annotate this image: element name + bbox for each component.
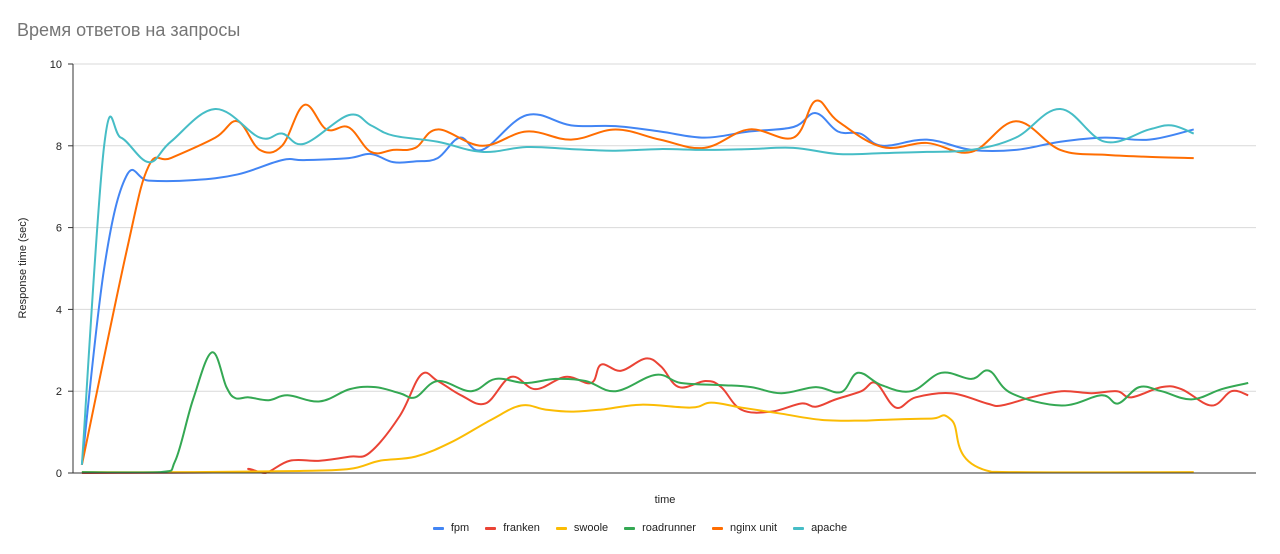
legend-item-franken[interactable]: franken [485, 522, 540, 534]
y-axis-label: Response time (sec) [17, 218, 29, 319]
y-tick-label: 10 [50, 59, 62, 71]
series-line-roadrunner [81, 351, 1249, 474]
legend: fpm franken swoole roadrunner nginx unit apac… [0, 522, 1280, 534]
gridlines [73, 63, 1256, 392]
series-lines [80, 99, 1249, 474]
legend-label: roadrunner [642, 522, 696, 534]
legend-swatch [793, 526, 805, 530]
legend-item-fpm[interactable]: fpm [432, 522, 470, 534]
legend-item-swoole[interactable]: swoole [555, 522, 609, 534]
y-tick-label: 2 [56, 386, 62, 398]
series-line-fpm [80, 112, 1194, 465]
legend-swatch [485, 526, 497, 530]
axes: 0 2 4 6 8 10 [50, 59, 1256, 480]
chart-title: Время ответов на запросы [17, 20, 241, 40]
legend-swatch [432, 526, 444, 530]
legend-item-nginx-unit[interactable]: nginx unit [711, 522, 778, 534]
legend-label: fpm [450, 522, 470, 534]
legend-label: nginx unit [729, 522, 778, 534]
legend-item-apache[interactable]: apache [793, 522, 847, 534]
y-tick-label: 0 [56, 468, 62, 480]
y-tick-label: 6 [56, 223, 62, 235]
y-tick-label: 8 [56, 141, 62, 153]
series-line-franken [81, 357, 1249, 474]
legend-item-roadrunner[interactable]: roadrunner [624, 522, 696, 534]
legend-label: apache [811, 522, 848, 534]
series-line-swoole [81, 401, 1194, 474]
legend-label: swoole [573, 522, 609, 534]
series-line-nginx-unit [80, 99, 1194, 466]
y-tick-label: 4 [56, 304, 62, 316]
legend-swatch [555, 526, 567, 530]
legend-swatch [624, 526, 636, 530]
x-axis-label: time [655, 494, 676, 506]
legend-label: franken [503, 522, 540, 534]
legend-swatch [711, 526, 723, 530]
series-line-apache [80, 107, 1195, 465]
